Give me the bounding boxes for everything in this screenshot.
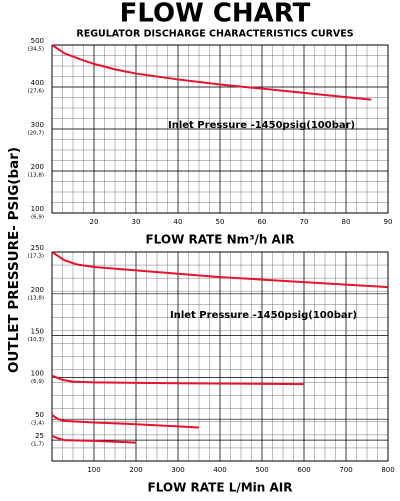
x-tick-label: 30 [132,218,141,226]
y-tick-label: 200 [31,286,44,294]
y-tick-label: 300 [31,121,44,129]
y-axis-label: OUTLET PRESSURE- PSIG(bar) [6,147,22,373]
annotation: Inlet Pressure -1450psig(100bar) [168,120,355,131]
x-tick-label: 60 [258,218,267,226]
y-tick-bar-label: (34,5) [27,47,44,53]
x-tick-label: 500 [255,466,268,474]
y-tick-label: 100 [31,369,44,377]
y-tick-bar-label: (6,9) [31,379,44,385]
y-tick-label: 150 [31,328,44,336]
y-tick-label: 100 [31,205,44,213]
x-tick-label: 80 [342,218,351,226]
curve [51,374,305,386]
y-tick-bar-label: (20,7) [27,131,44,137]
chart-subtitle: REGULATOR DISCHARGE CHARACTERISTICS CURV… [76,29,353,40]
y-tick-label: 250 [31,244,44,252]
x-tick-label: 50 [216,218,225,226]
x-tick-label: 90 [384,218,393,226]
annotation: Inlet Pressure -1450psig(100bar) [170,310,357,321]
x-tick-label: 20 [90,218,99,226]
x-tick-label: 700 [339,466,352,474]
y-tick-bar-label: (1,7) [31,442,44,448]
x-tick-label: 200 [129,466,142,474]
x-axis-label: FLOW RATE L/Min AIR [148,481,293,495]
curve [51,414,200,429]
x-tick-label: 100 [87,466,100,474]
x-tick-label: 800 [381,466,394,474]
x-axis-label: FLOW RATE Nm³/h AIR [145,233,294,247]
y-tick-label: 500 [31,37,44,45]
x-tick-label: 300 [171,466,184,474]
y-tick-bar-label: (17,3) [27,254,44,260]
y-tick-label: 200 [31,163,44,171]
y-tick-bar-label: (3,4) [31,421,44,427]
y-tick-bar-label: (10,3) [27,337,44,343]
x-tick-label: 70 [300,218,309,226]
y-tick-label: 50 [35,411,44,419]
y-tick-label: 25 [35,432,44,440]
curve [51,251,389,289]
curve [51,434,137,444]
x-tick-label: 40 [174,218,183,226]
y-tick-bar-label: (27,6) [27,89,44,95]
y-tick-bar-label: (6,9) [31,215,44,221]
chart-title: FLOW CHART [120,0,311,29]
y-tick-bar-label: (13,8) [27,173,44,179]
x-tick-label: 400 [213,466,226,474]
curve [51,44,372,101]
y-tick-label: 400 [31,79,44,87]
x-tick-label: 600 [297,466,310,474]
y-tick-bar-label: (13,8) [27,295,44,301]
